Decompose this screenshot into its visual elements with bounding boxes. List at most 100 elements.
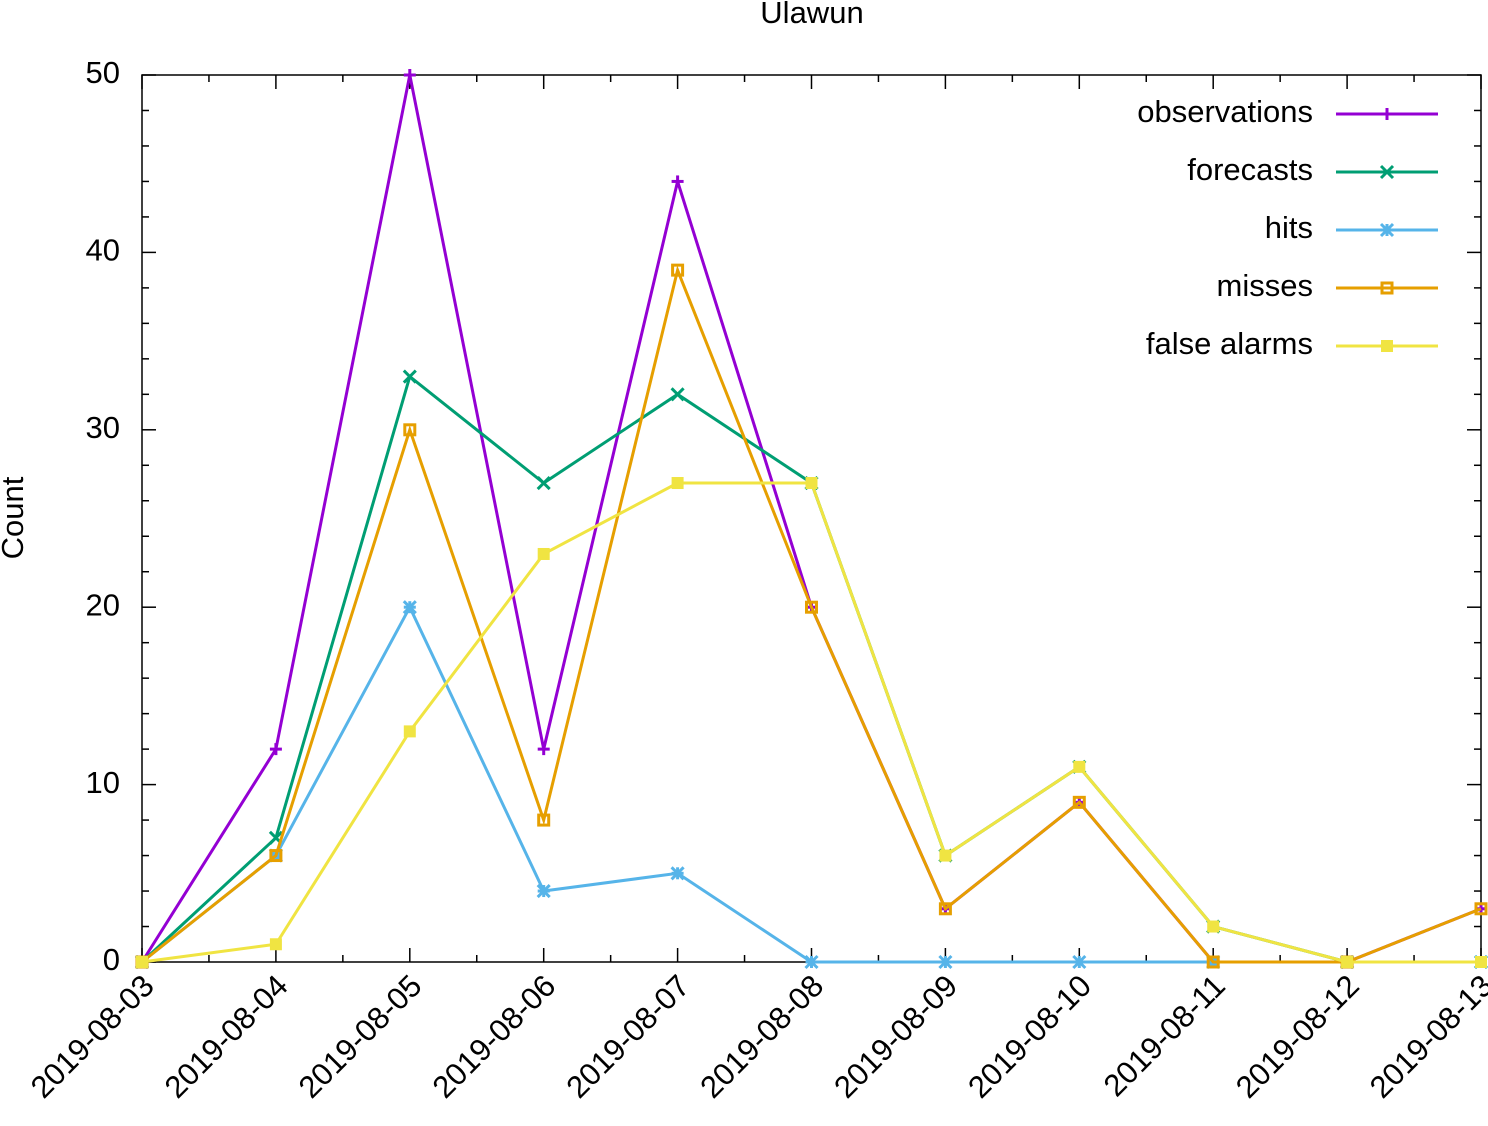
marker-part — [1073, 760, 1086, 773]
marker-part — [269, 849, 283, 863]
marker-part — [537, 813, 551, 827]
marker-part — [670, 866, 685, 881]
marker — [136, 956, 148, 968]
marker-part — [671, 263, 685, 277]
marker-part — [1475, 956, 1487, 968]
marker — [804, 954, 819, 970]
x-tick-label: 2019-08-13 — [1363, 968, 1488, 1105]
marker — [938, 902, 952, 916]
marker — [537, 743, 550, 756]
x-tick-label: 2019-08-07 — [559, 968, 696, 1105]
marker-part — [938, 902, 952, 916]
marker — [1474, 902, 1488, 916]
series-line — [141, 603, 1481, 964]
x-tick-label: 2019-08-08 — [693, 968, 830, 1105]
legend-label: observations — [1137, 94, 1313, 129]
marker-part — [403, 423, 417, 437]
chart-title: Ulawun — [760, 0, 863, 30]
marker-part — [1072, 954, 1087, 970]
marker-part — [402, 600, 417, 615]
marker — [1475, 956, 1487, 968]
marker-part — [1379, 222, 1395, 238]
marker — [536, 883, 551, 899]
marker — [1379, 222, 1395, 238]
marker — [1072, 795, 1086, 809]
marker-part — [536, 883, 551, 899]
marker — [671, 175, 684, 188]
marker-part — [1379, 164, 1395, 180]
series-line — [140, 374, 1481, 964]
legend-label: misses — [1217, 268, 1313, 303]
marker — [805, 477, 818, 490]
y-tick-label: 10 — [86, 765, 120, 800]
marker-part — [1207, 920, 1220, 933]
x-tick-label: 2019-08-10 — [961, 968, 1098, 1105]
y-tick-label: 50 — [86, 55, 120, 90]
marker — [1073, 760, 1086, 773]
marker-part — [1206, 955, 1220, 969]
x-tick-label: 2019-08-09 — [827, 968, 964, 1105]
marker — [670, 387, 685, 402]
marker — [269, 938, 282, 951]
marker — [1380, 281, 1394, 295]
marker-part — [537, 547, 550, 560]
x-tick-label: 2019-08-06 — [426, 968, 563, 1105]
marker — [671, 477, 684, 490]
marker — [938, 954, 953, 970]
marker-part — [805, 477, 818, 490]
marker — [671, 263, 685, 277]
marker-part — [939, 849, 952, 862]
marker — [402, 600, 417, 615]
marker — [805, 600, 818, 614]
x-tick-label: 2019-08-11 — [1097, 968, 1232, 1103]
marker — [537, 547, 550, 560]
series-line — [141, 481, 1481, 964]
marker — [1381, 340, 1393, 352]
marker — [1341, 956, 1354, 968]
legend-label: false alarms — [1146, 326, 1313, 361]
marker — [403, 69, 416, 81]
marker — [537, 813, 551, 827]
marker-part — [938, 954, 953, 970]
marker — [939, 849, 952, 862]
y-tick-label: 0 — [103, 942, 120, 977]
marker — [1379, 164, 1395, 180]
x-tick-label: 2019-08-03 — [24, 968, 161, 1105]
marker — [536, 475, 551, 491]
marker — [403, 725, 416, 738]
marker-part — [536, 475, 551, 491]
marker-part — [136, 956, 148, 968]
marker — [1381, 108, 1393, 120]
marker — [403, 423, 417, 437]
y-tick-label: 40 — [86, 233, 120, 268]
series-line — [141, 265, 1482, 964]
marker-part — [1341, 956, 1354, 968]
marker-part — [403, 725, 416, 738]
marker — [1072, 954, 1087, 970]
series-line — [140, 74, 1482, 964]
marker-part — [805, 600, 818, 614]
marker-part — [1474, 902, 1488, 916]
marker-part — [1072, 795, 1086, 809]
marker — [670, 866, 685, 881]
y-tick-label: 20 — [86, 587, 120, 622]
marker — [1206, 955, 1220, 969]
marker-part — [671, 477, 684, 490]
legend-label: forecasts — [1187, 152, 1313, 187]
marker — [269, 743, 282, 756]
x-tick-label: 2019-08-04 — [158, 968, 295, 1105]
plot-frame — [141, 74, 1482, 963]
y-tick-label: 30 — [86, 410, 120, 445]
marker-part — [402, 369, 417, 384]
legend-label: hits — [1265, 210, 1313, 245]
marker-part — [1381, 340, 1393, 352]
marker — [269, 849, 283, 863]
marker-part — [268, 830, 283, 845]
marker — [402, 369, 417, 384]
marker-part — [804, 954, 819, 970]
marker-part — [269, 938, 282, 951]
marker-part — [670, 387, 685, 402]
x-tick-label: 2019-08-05 — [292, 968, 429, 1105]
y-axis-label: Count — [0, 476, 30, 559]
